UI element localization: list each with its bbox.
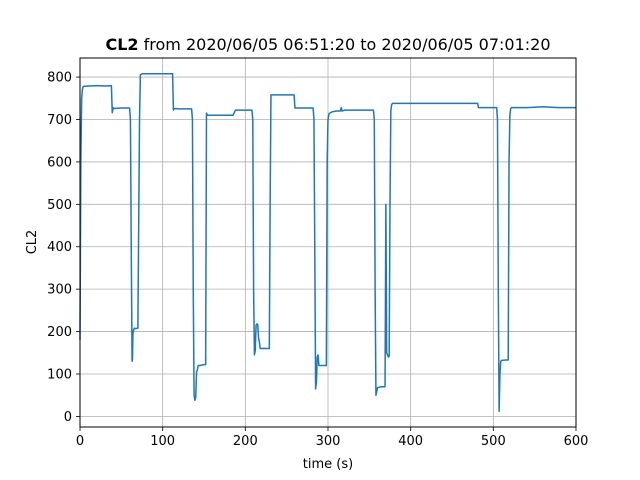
cl2-series-line (79, 72, 576, 413)
y-tick-label: 400 (47, 240, 72, 255)
x-tick-label: 400 (398, 434, 423, 449)
chart-title: CL2 from 2020/06/05 06:51:20 to 2020/06/… (105, 35, 550, 54)
y-tick-label: 0 (64, 410, 72, 425)
axis-ticks: 0 100 200 300 400 500 600 0 100 200 300 400 500 600 70… (47, 71, 588, 449)
x-tick-label: 600 (564, 434, 589, 449)
y-tick-label: 200 (47, 325, 72, 340)
x-tick-label: 200 (233, 434, 258, 449)
chart-title-rest: from 2020/06/05 06:51:20 to 2020/06/05 0… (139, 35, 551, 54)
x-tick-label: 500 (481, 434, 506, 449)
y-tick-label: 500 (47, 198, 72, 213)
y-tick-label: 300 (47, 283, 72, 298)
chart-title-bold: CL2 (105, 35, 138, 54)
y-tick-label: 800 (47, 71, 72, 86)
x-axis-label: time (s) (303, 457, 353, 472)
y-axis-label: CL2 (25, 230, 40, 255)
grid-lines (79, 58, 577, 427)
x-tick-label: 100 (150, 434, 175, 449)
plot-area (79, 72, 576, 413)
y-tick-label: 600 (47, 155, 72, 170)
y-tick-label: 100 (47, 367, 72, 382)
y-tick-label: 700 (47, 113, 72, 128)
x-tick-label: 0 (76, 434, 84, 449)
x-tick-label: 300 (316, 434, 341, 449)
